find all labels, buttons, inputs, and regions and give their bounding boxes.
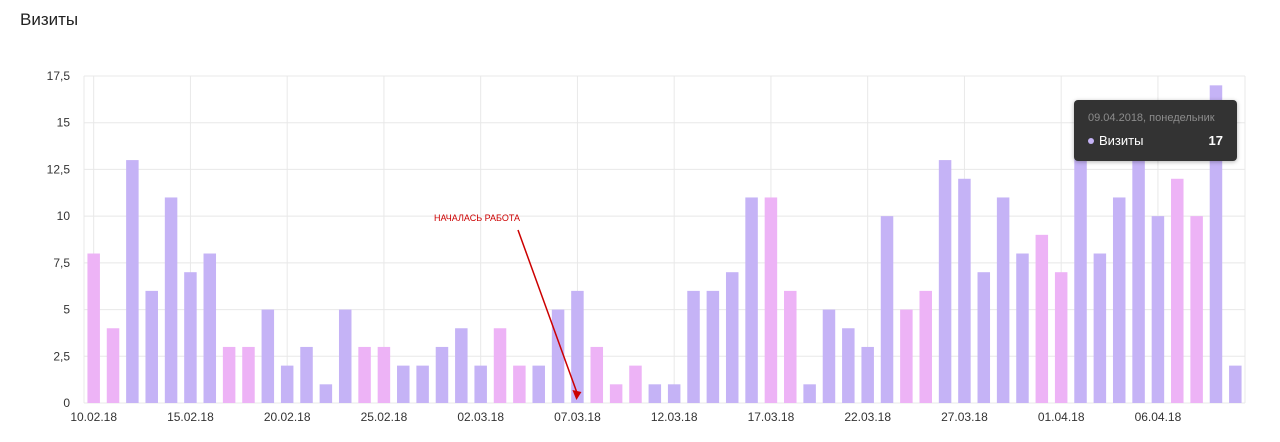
- chart-bar: [648, 384, 662, 403]
- chart-bar: [377, 346, 391, 403]
- x-tick-label: 10.02.18: [70, 410, 117, 424]
- chart-bar: [126, 160, 139, 403]
- chart-bar: [861, 346, 874, 403]
- chart-bar: [900, 309, 913, 403]
- chart-bar: [513, 365, 526, 403]
- tooltip-series-name: Визиты: [1099, 133, 1144, 148]
- chart-bar: [455, 328, 468, 403]
- chart-bar: [667, 384, 681, 403]
- chart-bar: [938, 160, 952, 403]
- chart-bar: [764, 197, 778, 403]
- x-axis: 10.02.18 15.02.18 20.02.18 25.02.18 02.03.18…: [70, 410, 1181, 424]
- chart-bar: [590, 346, 604, 403]
- chart-bar: [1209, 85, 1223, 403]
- annotation-arrow-line: [517, 229, 579, 395]
- chart-bar: [261, 309, 275, 403]
- x-tick-label: 27.03.18: [941, 410, 988, 424]
- tooltip-series-row: Визиты 17: [1088, 133, 1223, 148]
- y-tick-label: 2,5: [53, 349, 70, 363]
- chart-bar: [106, 328, 120, 403]
- chart-bar: [222, 346, 236, 403]
- y-tick-label: 7,5: [53, 256, 70, 270]
- chart-bar: [164, 197, 178, 403]
- tooltip-value: 17: [1208, 133, 1223, 148]
- x-tick-label: 06.04.18: [1135, 410, 1182, 424]
- y-tick-label: 15: [57, 116, 71, 130]
- chart-bar: [1171, 178, 1184, 403]
- chart-grid: [83, 75, 1246, 404]
- x-tick-label: 20.02.18: [264, 410, 311, 424]
- chart-bar: [1229, 365, 1242, 403]
- y-tick-label: 10: [57, 209, 71, 223]
- tooltip-series-dot: [1088, 137, 1094, 144]
- chart-bar: [358, 346, 371, 403]
- chart-bar: [1054, 272, 1068, 403]
- chart-bar: [609, 384, 623, 403]
- chart-bar: [1132, 160, 1145, 403]
- y-axis: 0 2,5 5 7,5 10 12,5 15 17,5: [47, 69, 71, 410]
- chart-bar: [416, 365, 429, 403]
- x-tick-label: 25.02.18: [361, 410, 408, 424]
- x-tick-label: 22.03.18: [844, 410, 891, 424]
- chart-bar: [571, 290, 584, 403]
- x-tick-label: 01.04.18: [1038, 410, 1085, 424]
- chart-bar: [958, 178, 971, 403]
- chart-bar: [435, 346, 449, 403]
- chart-bar: [1112, 197, 1126, 403]
- chart-bar: [280, 365, 294, 403]
- chart-bar: [493, 328, 507, 403]
- chart-bar: [745, 197, 758, 403]
- chart-title: Визиты: [20, 10, 79, 29]
- chart-bar: [145, 290, 158, 403]
- x-tick-label: 17.03.18: [748, 410, 795, 424]
- annotation-arrow-head: [572, 390, 582, 400]
- y-tick-label: 17,5: [47, 69, 71, 83]
- y-tick-label: 0: [63, 396, 70, 410]
- chart-bars: [87, 85, 1242, 403]
- chart-bar: [474, 365, 487, 403]
- chart-bar: [725, 272, 739, 403]
- chart-bar: [532, 365, 545, 403]
- chart-tooltip: 09.04.2018, понедельник Визиты 17: [1074, 100, 1237, 161]
- x-tick-label: 12.03.18: [651, 410, 698, 424]
- chart-bar: [203, 253, 217, 403]
- x-tick-label: 07.03.18: [554, 410, 601, 424]
- chart-bar: [822, 309, 836, 403]
- chart-bar: [338, 309, 352, 403]
- chart-bar: [803, 384, 816, 403]
- chart-bar: [784, 290, 797, 403]
- y-tick-label: 12,5: [47, 162, 71, 176]
- chart-bar: [629, 365, 642, 403]
- chart-bar: [996, 197, 1010, 403]
- chart-bar: [1190, 216, 1203, 403]
- chart-bar: [880, 216, 894, 403]
- chart-bar: [977, 272, 991, 403]
- chart-bar: [300, 346, 313, 403]
- chart-bar: [319, 384, 333, 403]
- y-tick-label: 5: [63, 303, 70, 317]
- chart-bar: [687, 290, 700, 403]
- annotation-label: НАЧАЛАСЬ РАБОТА: [434, 213, 520, 223]
- x-tick-label: 02.03.18: [457, 410, 504, 424]
- chart-bar: [87, 253, 100, 403]
- chart-bar: [1093, 253, 1107, 403]
- annotation-group: НАЧАЛАСЬ РАБОТА: [434, 213, 582, 400]
- chart-bar: [706, 290, 720, 403]
- x-tick-label: 15.02.18: [167, 410, 214, 424]
- chart-bar: [1016, 253, 1029, 403]
- chart-bar: [919, 290, 932, 403]
- tooltip-date: 09.04.2018, понедельник: [1088, 112, 1215, 124]
- chart-bar: [1035, 234, 1049, 403]
- chart-bar: [397, 365, 410, 403]
- chart-bar: [242, 346, 255, 403]
- chart-bar: [842, 328, 855, 403]
- chart-bar: [1151, 216, 1165, 403]
- chart-bar: [551, 309, 565, 403]
- chart-bar: [184, 272, 197, 403]
- chart-bar: [1074, 141, 1087, 403]
